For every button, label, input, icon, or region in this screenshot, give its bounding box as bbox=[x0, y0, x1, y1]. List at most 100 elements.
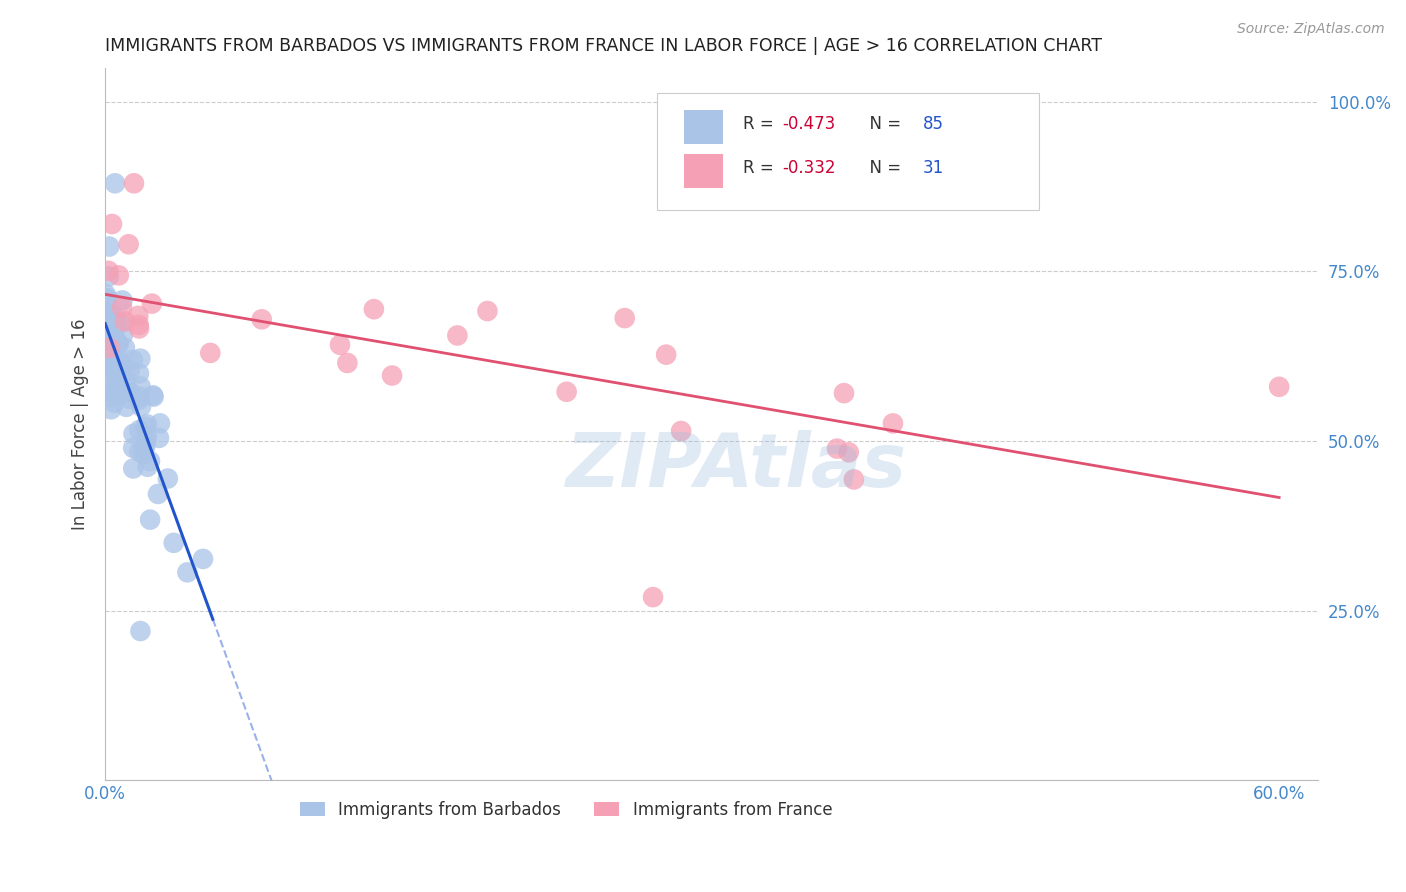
Point bbox=[118, 385, 141, 400]
Y-axis label: In Labor Force | Age > 16: In Labor Force | Age > 16 bbox=[72, 318, 89, 530]
Point bbox=[104, 318, 127, 333]
Point bbox=[97, 269, 120, 284]
Text: R =: R = bbox=[744, 160, 779, 178]
Point bbox=[832, 386, 855, 401]
Point bbox=[118, 392, 141, 406]
Point bbox=[129, 624, 152, 638]
Point bbox=[115, 400, 138, 414]
FancyBboxPatch shape bbox=[683, 154, 723, 188]
Point bbox=[97, 368, 120, 383]
Point bbox=[141, 296, 163, 310]
Point bbox=[363, 302, 385, 317]
Point bbox=[613, 311, 636, 326]
Point bbox=[136, 417, 159, 432]
Point bbox=[100, 323, 122, 337]
Point bbox=[98, 381, 121, 395]
Point bbox=[148, 431, 170, 445]
Point bbox=[655, 348, 678, 362]
Point bbox=[98, 341, 121, 355]
FancyBboxPatch shape bbox=[657, 93, 1039, 211]
Point bbox=[105, 367, 128, 381]
FancyBboxPatch shape bbox=[683, 110, 723, 145]
Point bbox=[111, 357, 134, 371]
Point bbox=[134, 419, 156, 434]
Text: IMMIGRANTS FROM BARBADOS VS IMMIGRANTS FROM FRANCE IN LABOR FORCE | AGE > 16 COR: IMMIGRANTS FROM BARBADOS VS IMMIGRANTS F… bbox=[105, 37, 1102, 55]
Point bbox=[103, 357, 125, 371]
Point bbox=[176, 566, 198, 580]
Point bbox=[105, 314, 128, 328]
Point bbox=[97, 306, 120, 320]
Point bbox=[129, 400, 152, 414]
Point bbox=[134, 440, 156, 454]
Point bbox=[110, 372, 132, 386]
Point bbox=[117, 237, 139, 252]
Point bbox=[132, 442, 155, 457]
Point bbox=[107, 268, 129, 283]
Point bbox=[641, 590, 664, 604]
Legend: Immigrants from Barbados, Immigrants from France: Immigrants from Barbados, Immigrants fro… bbox=[294, 794, 839, 825]
Point bbox=[107, 338, 129, 352]
Point bbox=[104, 387, 127, 401]
Point bbox=[142, 390, 165, 404]
Point bbox=[555, 384, 578, 399]
Point bbox=[446, 328, 468, 343]
Point bbox=[107, 388, 129, 402]
Point bbox=[129, 351, 152, 366]
Point bbox=[98, 239, 121, 253]
Point bbox=[96, 332, 118, 346]
Point bbox=[127, 309, 149, 323]
Point bbox=[100, 343, 122, 357]
Point bbox=[1268, 380, 1291, 394]
Text: N =: N = bbox=[859, 160, 905, 178]
Point bbox=[838, 445, 860, 459]
Point bbox=[163, 536, 186, 550]
Point bbox=[114, 314, 136, 328]
Point bbox=[477, 304, 499, 318]
Point bbox=[97, 307, 120, 321]
Point bbox=[120, 385, 142, 400]
Point bbox=[336, 356, 359, 370]
Text: N =: N = bbox=[859, 115, 905, 133]
Point bbox=[98, 361, 121, 376]
Point bbox=[118, 363, 141, 377]
Point bbox=[128, 321, 150, 335]
Point bbox=[94, 292, 117, 306]
Text: R =: R = bbox=[744, 115, 779, 133]
Point bbox=[132, 447, 155, 461]
Text: Source: ZipAtlas.com: Source: ZipAtlas.com bbox=[1237, 22, 1385, 37]
Point bbox=[142, 388, 165, 402]
Point bbox=[129, 379, 152, 393]
Point bbox=[122, 176, 145, 190]
Point bbox=[107, 373, 129, 387]
Point bbox=[114, 341, 136, 355]
Point bbox=[111, 301, 134, 315]
Point bbox=[100, 384, 122, 399]
Point bbox=[146, 487, 169, 501]
Point bbox=[97, 291, 120, 305]
Point bbox=[135, 429, 157, 443]
Point bbox=[101, 319, 124, 334]
Point bbox=[111, 328, 134, 343]
Text: -0.332: -0.332 bbox=[782, 160, 835, 178]
Point bbox=[122, 426, 145, 441]
Point bbox=[128, 367, 150, 381]
Point bbox=[882, 417, 904, 431]
Point bbox=[111, 293, 134, 308]
Point bbox=[825, 442, 848, 456]
Point bbox=[101, 217, 124, 231]
Text: 85: 85 bbox=[922, 115, 943, 133]
Point bbox=[107, 336, 129, 351]
Point bbox=[100, 325, 122, 339]
Point bbox=[94, 286, 117, 301]
Point bbox=[250, 312, 273, 326]
Point bbox=[128, 444, 150, 458]
Point bbox=[128, 423, 150, 437]
Point bbox=[842, 472, 865, 486]
Point bbox=[139, 454, 162, 468]
Point bbox=[103, 351, 125, 366]
Point bbox=[96, 360, 118, 375]
Point bbox=[136, 459, 159, 474]
Point bbox=[156, 471, 179, 485]
Point bbox=[101, 359, 124, 374]
Point bbox=[122, 441, 145, 455]
